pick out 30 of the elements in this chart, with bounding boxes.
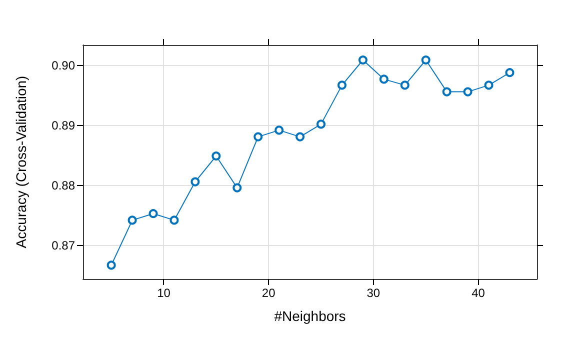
point: [400, 80, 410, 90]
point: [254, 132, 263, 142]
point: [316, 120, 326, 129]
y-tick-label: 0.89: [52, 118, 76, 132]
point: [379, 74, 388, 84]
point: [296, 132, 305, 142]
y-tick-label: 0.88: [52, 178, 76, 192]
point: [232, 183, 242, 192]
point: [505, 68, 514, 78]
x-axis-title: #Neighbors: [274, 308, 346, 324]
point: [106, 260, 116, 270]
point: [170, 216, 179, 225]
y-tick-label: 0.87: [52, 238, 76, 252]
x-tick-label: 30: [366, 286, 380, 300]
point: [337, 80, 346, 90]
point: [190, 177, 200, 186]
point: [358, 56, 368, 64]
point: [442, 87, 452, 96]
point: [484, 80, 494, 90]
point: [274, 126, 284, 135]
point: [128, 216, 137, 225]
x-tick-label: 40: [472, 286, 486, 300]
point: [421, 56, 430, 64]
point: [212, 152, 221, 160]
point: [148, 209, 158, 218]
y-axis-title: Accuracy (Cross-Validation): [13, 76, 29, 248]
x-tick-label: 20: [262, 286, 276, 300]
x-tick-label: 10: [157, 286, 171, 300]
y-tick-label: 0.90: [52, 58, 76, 72]
point: [463, 87, 472, 96]
